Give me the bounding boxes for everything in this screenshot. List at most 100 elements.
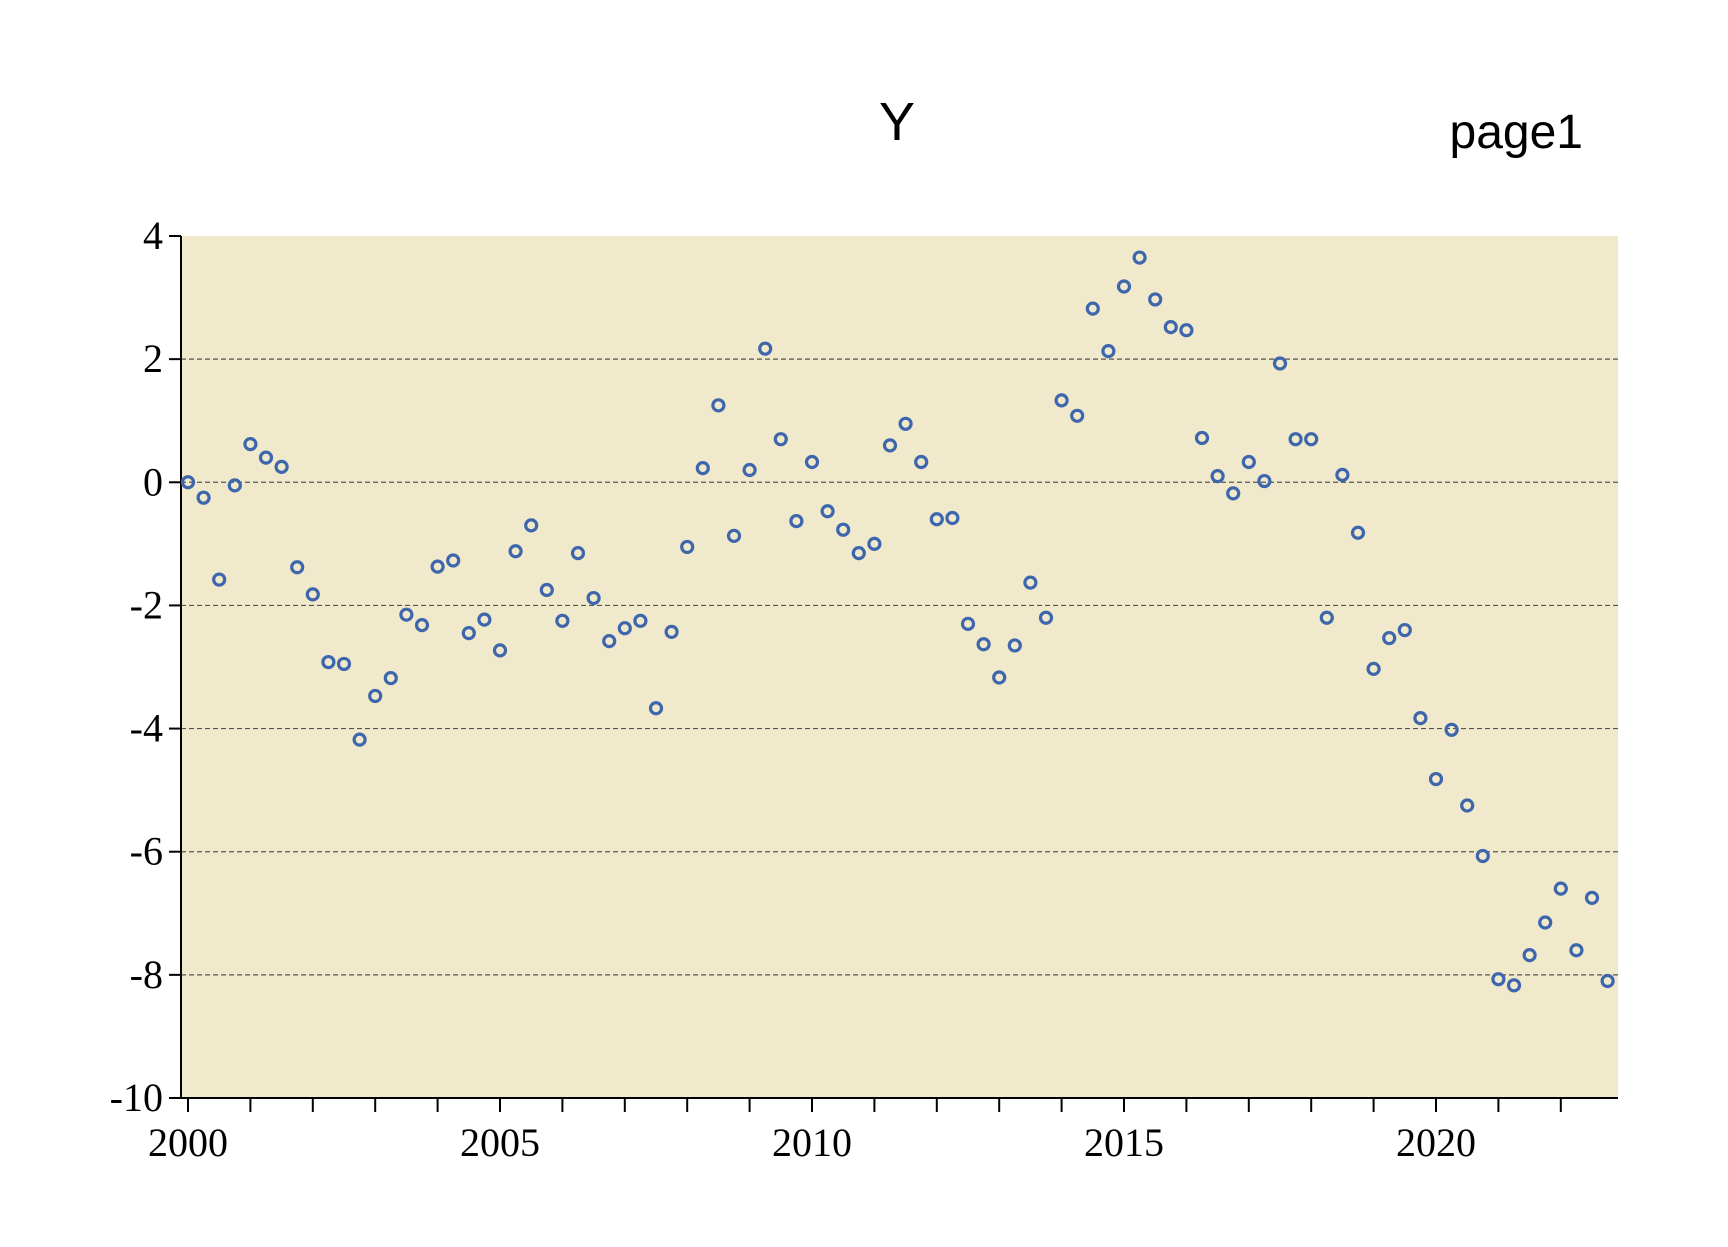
x-tick-label: 2000 <box>148 1120 228 1165</box>
data-point <box>570 545 586 561</box>
data-point <box>882 438 898 453</box>
data-point <box>867 536 882 551</box>
data-point <box>196 490 211 505</box>
data-point <box>680 539 695 555</box>
data-point <box>1132 250 1147 265</box>
data-point <box>1148 292 1163 307</box>
data-point <box>1366 661 1381 676</box>
data-point <box>1179 323 1194 338</box>
data-point <box>1600 973 1615 989</box>
data-point <box>1335 467 1350 482</box>
data-point <box>711 398 726 413</box>
data-point <box>1569 943 1584 958</box>
data-point <box>773 432 788 447</box>
data-point <box>1319 610 1334 625</box>
data-point <box>368 688 383 704</box>
data-point <box>929 512 944 527</box>
data-point <box>586 590 601 606</box>
data-point <box>274 459 289 474</box>
data-point <box>602 634 617 649</box>
data-point <box>1226 486 1241 501</box>
data-point <box>992 670 1007 685</box>
data-point <box>1304 432 1319 447</box>
data-point <box>836 522 851 537</box>
x-tick-label: 2020 <box>1396 1120 1476 1165</box>
data-point <box>1522 948 1537 963</box>
data-point <box>742 462 757 478</box>
data-point <box>1288 432 1303 447</box>
data-point <box>414 618 430 633</box>
data-point <box>1553 881 1568 896</box>
data-point <box>290 560 305 575</box>
y-tick-label: -4 <box>130 706 163 751</box>
data-point <box>1116 279 1132 294</box>
y-tick-label: 4 <box>143 213 163 258</box>
data-point <box>212 572 227 587</box>
data-point <box>1475 848 1490 864</box>
data-point <box>539 582 554 598</box>
data-point <box>243 437 258 452</box>
data-point <box>1101 344 1116 359</box>
data-point <box>1413 711 1428 726</box>
y-tick-label: -2 <box>130 582 163 627</box>
data-point <box>227 478 242 493</box>
data-point <box>399 607 414 622</box>
data-points <box>180 250 1615 993</box>
page-label: page1 <box>1450 106 1583 159</box>
data-point <box>180 475 196 490</box>
data-point <box>695 461 710 476</box>
data-point <box>898 416 913 431</box>
data-point <box>789 513 804 529</box>
y-tick-label: 2 <box>143 336 163 381</box>
data-point <box>633 613 648 628</box>
data-point <box>524 518 539 533</box>
y-tick-label: -6 <box>130 829 163 874</box>
data-point <box>1241 454 1256 470</box>
data-point <box>352 732 367 747</box>
x-tick-label: 2005 <box>460 1120 540 1165</box>
data-point <box>492 643 508 658</box>
data-point <box>1210 469 1225 484</box>
x-tick-label: 2010 <box>772 1120 852 1165</box>
data-point <box>1194 430 1210 446</box>
data-point <box>555 613 570 628</box>
data-point <box>258 450 274 465</box>
data-point <box>1491 972 1506 987</box>
data-point <box>945 510 960 526</box>
data-point <box>851 545 866 561</box>
data-point <box>914 454 929 470</box>
data-point <box>1444 722 1459 737</box>
data-point <box>1163 320 1178 335</box>
data-point <box>305 587 320 602</box>
data-point <box>336 656 352 672</box>
data-point <box>1584 890 1600 905</box>
data-point <box>820 504 835 519</box>
y-tick-label: 0 <box>143 459 163 504</box>
data-point <box>1038 610 1054 625</box>
y-axis-ticks: 4 2 0 -2 -4 -6 -8 -10 <box>110 213 181 1120</box>
data-point <box>726 528 742 543</box>
data-point <box>1397 622 1412 638</box>
data-point <box>1070 408 1085 423</box>
data-point <box>477 612 492 627</box>
x-tick-label: 2015 <box>1084 1120 1164 1165</box>
data-point <box>1007 638 1022 653</box>
data-point <box>1538 915 1553 930</box>
data-point <box>1382 630 1397 646</box>
data-point <box>321 654 336 670</box>
data-point <box>1085 301 1100 316</box>
data-point <box>1460 798 1475 813</box>
data-point <box>1506 978 1522 993</box>
data-point <box>461 626 476 641</box>
y-tick-label: -10 <box>110 1075 163 1120</box>
data-point <box>1428 771 1444 787</box>
y-tick-label: -8 <box>130 952 163 997</box>
data-point <box>648 701 664 716</box>
data-point <box>960 616 976 632</box>
data-point <box>617 621 632 636</box>
data-point <box>664 624 679 640</box>
data-point <box>758 341 773 356</box>
data-point <box>1350 525 1366 540</box>
data-point <box>976 637 991 652</box>
data-point <box>804 454 820 470</box>
